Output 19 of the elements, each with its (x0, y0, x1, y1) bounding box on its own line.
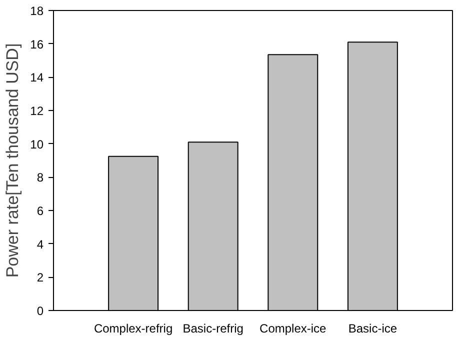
y-tick-label: 4 (36, 237, 44, 252)
x-tick-label: Basic-refrig (182, 322, 244, 336)
bar (268, 54, 318, 310)
bar (188, 142, 238, 310)
y-tick-label: 0 (36, 304, 44, 318)
y-tick-label: 8 (36, 170, 44, 185)
y-tick-label: 2 (36, 270, 44, 285)
bar (108, 156, 159, 310)
y-tick-label: 14 (30, 70, 44, 85)
y-tick-label: 16 (30, 37, 44, 52)
y-tick-label: 18 (30, 4, 44, 18)
x-tick-label: Complex-ice (260, 322, 327, 336)
y-tick-label: 10 (30, 137, 44, 152)
y-tick-label: 6 (36, 204, 44, 218)
y-axis-title: Power rate[Ten thousand USD] (3, 43, 22, 278)
y-tick-label: 12 (30, 104, 44, 118)
bar (347, 42, 398, 310)
x-tick-label: Complex-refrig (94, 322, 173, 336)
x-tick-label: Basic-ice (348, 322, 398, 336)
